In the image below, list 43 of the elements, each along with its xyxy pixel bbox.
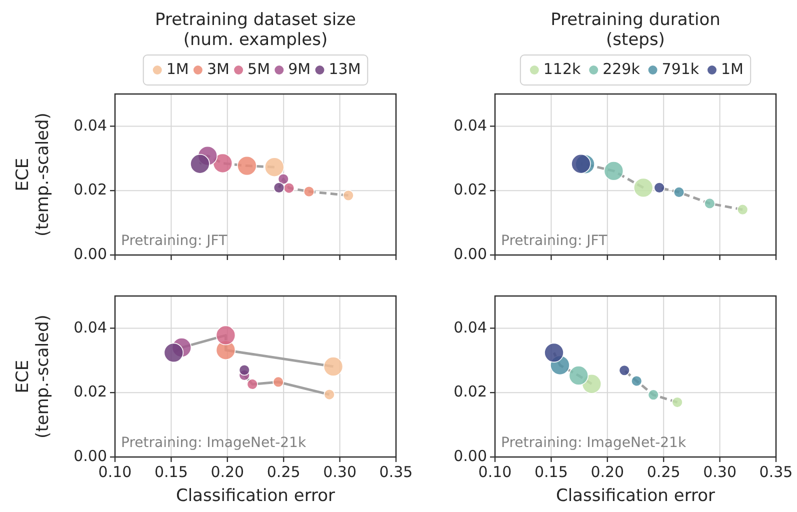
x-axis-title: Classification error [556, 486, 716, 506]
chart-title: Pretraining duration (steps) [550, 9, 720, 50]
legend-label: 791k [662, 60, 700, 78]
y-tick-label: 0.00 [454, 447, 487, 466]
legend-label: 229k [602, 60, 640, 78]
x-tick-label: 0.25 [266, 463, 300, 481]
y-tick-label: 0.04 [74, 318, 107, 336]
x-tick-label: 0.10 [98, 463, 132, 481]
y-axis-title: ECE (temp.-scaled) [12, 112, 53, 236]
y-tick-label: 0.02 [74, 180, 107, 199]
x-tick-label: 0.25 [646, 463, 680, 481]
y-tick-label: 0.00 [74, 245, 107, 264]
x-tick-label: 0.20 [590, 463, 624, 481]
y-tick-label: 0.04 [454, 318, 487, 336]
legend-label: 13M [328, 60, 361, 78]
x-tick-label: 0.30 [703, 463, 737, 481]
x-tick-label: 0.30 [323, 463, 357, 481]
y-tick-label: 0.00 [454, 245, 487, 264]
y-tick-label: 0.04 [74, 116, 107, 134]
y-tick-label: 0.02 [454, 180, 487, 199]
legend-label: 112k [543, 60, 582, 78]
annotation: Pretraining: JFT [121, 233, 228, 249]
chart-title: Pretraining dataset size (num. examples) [155, 9, 356, 50]
x-tick-label: 0.20 [210, 463, 244, 481]
y-tick-label: 0.02 [454, 382, 487, 401]
x-tick-label: 0.15 [154, 463, 188, 481]
x-tick-label: 0.10 [478, 463, 512, 481]
x-tick-label: 0.15 [534, 463, 568, 481]
annotation: Pretraining: ImageNet-21k [121, 435, 307, 451]
legend-label: 9M [288, 60, 311, 78]
y-tick-label: 0.00 [74, 447, 107, 466]
x-tick-label: 0.35 [759, 463, 793, 481]
annotation: Pretraining: JFT [501, 233, 608, 249]
legend-label: 1M [721, 60, 744, 78]
y-tick-label: 0.04 [454, 116, 487, 134]
legend-label: 1M [166, 60, 189, 78]
annotation: Pretraining: ImageNet-21k [501, 435, 687, 451]
y-tick-label: 0.02 [74, 382, 107, 401]
x-axis-title: Classification error [176, 486, 336, 506]
legend-label: 3M [206, 60, 230, 78]
x-tick-label: 0.35 [379, 463, 413, 481]
y-axis-title: ECE (temp.-scaled) [12, 314, 53, 438]
legend-label: 5M [248, 60, 270, 78]
